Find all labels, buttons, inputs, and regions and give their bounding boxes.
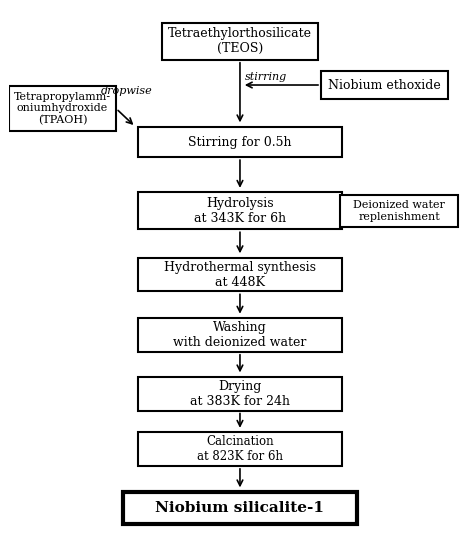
- Text: dropwise: dropwise: [101, 86, 153, 96]
- FancyBboxPatch shape: [123, 492, 357, 524]
- Text: Stirring for 0.5h: Stirring for 0.5h: [188, 136, 292, 148]
- FancyBboxPatch shape: [321, 71, 448, 100]
- FancyBboxPatch shape: [162, 23, 318, 60]
- Text: Washing
with deionized water: Washing with deionized water: [173, 321, 307, 349]
- Text: Deionized water
replenishment: Deionized water replenishment: [353, 200, 445, 222]
- FancyBboxPatch shape: [9, 86, 116, 131]
- FancyBboxPatch shape: [137, 127, 342, 157]
- Text: stirring: stirring: [245, 72, 287, 82]
- FancyBboxPatch shape: [340, 195, 457, 227]
- Text: Tetrapropylamm-
oniumhydroxide
(TPAOH): Tetrapropylamm- oniumhydroxide (TPAOH): [14, 92, 111, 125]
- FancyBboxPatch shape: [137, 258, 342, 291]
- Text: Drying
at 383K for 24h: Drying at 383K for 24h: [190, 380, 290, 408]
- Text: Niobium ethoxide: Niobium ethoxide: [328, 78, 441, 92]
- FancyBboxPatch shape: [137, 433, 342, 466]
- FancyBboxPatch shape: [137, 318, 342, 352]
- FancyBboxPatch shape: [137, 377, 342, 410]
- Text: Tetraethylorthosilicate
(TEOS): Tetraethylorthosilicate (TEOS): [168, 27, 312, 56]
- FancyBboxPatch shape: [137, 192, 342, 229]
- Text: Calcination
at 823K for 6h: Calcination at 823K for 6h: [197, 435, 283, 463]
- Text: Niobium silicalite-1: Niobium silicalite-1: [155, 501, 325, 515]
- Text: Hydrothermal synthesis
at 448K: Hydrothermal synthesis at 448K: [164, 261, 316, 289]
- Text: Hydrolysis
at 343K for 6h: Hydrolysis at 343K for 6h: [194, 197, 286, 225]
